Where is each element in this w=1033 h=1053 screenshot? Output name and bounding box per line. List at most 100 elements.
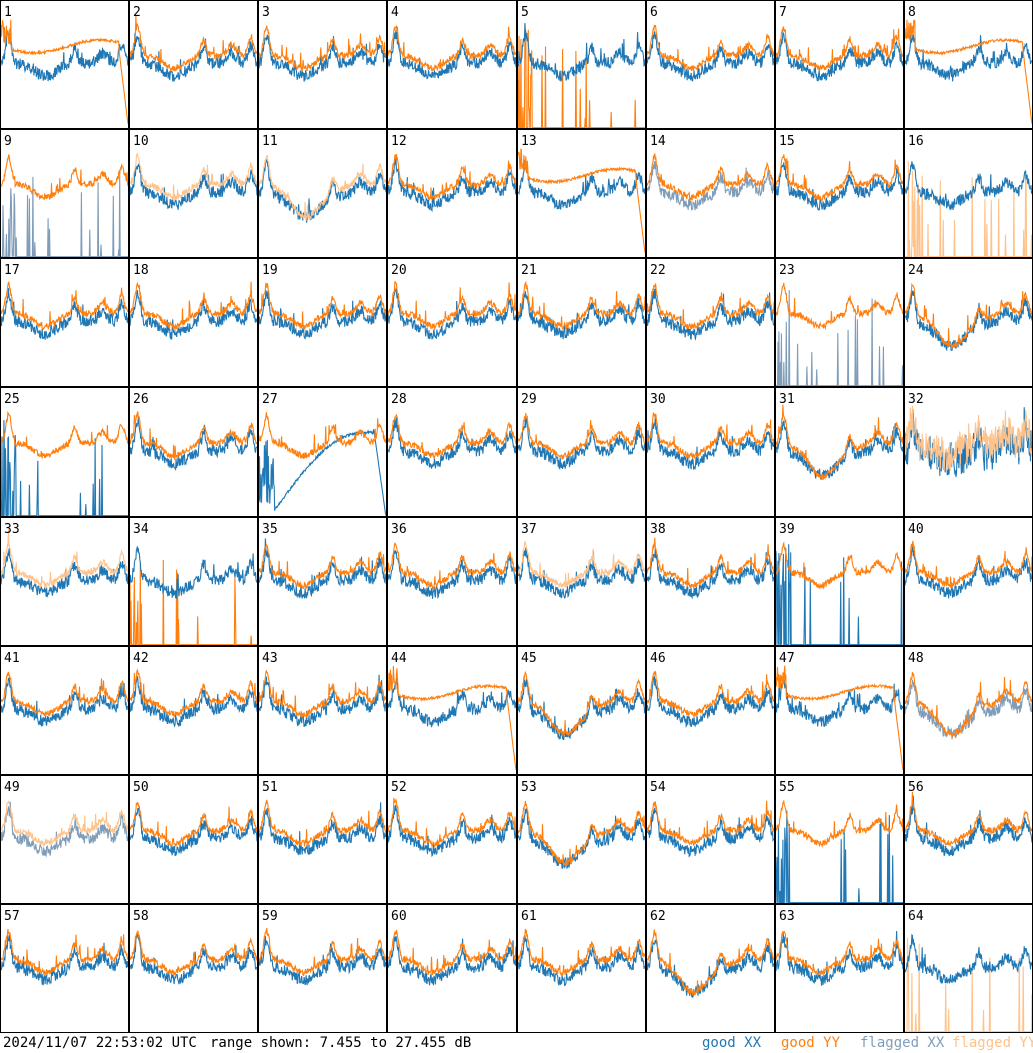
tile-7-xx-trace (775, 30, 904, 82)
tile-41-yy-trace (0, 671, 129, 717)
tile-number: 22 (650, 263, 666, 278)
tile-38-xx-trace (646, 548, 775, 600)
tile-number: 47 (779, 651, 795, 666)
tile-number: 31 (779, 392, 795, 407)
tile-border (258, 904, 387, 1033)
tile-31-yy-trace (775, 404, 904, 480)
tile-37: 37 (517, 517, 646, 646)
tile-63: 63 (775, 904, 904, 1033)
footer: 2024/11/07 22:53:02 UTC range shown: 7.4… (0, 1033, 1033, 1053)
tile-55-xx-trace (775, 810, 903, 904)
tile-63-yy-trace (775, 930, 904, 977)
tile-number: 8 (908, 5, 916, 20)
tile-border (517, 646, 646, 775)
tile-12: 12 (387, 129, 517, 258)
tile-28-yy-trace (387, 414, 517, 460)
tile-23: 23 (775, 258, 904, 387)
tile-43: 43 (258, 646, 387, 775)
tile-border (387, 775, 517, 904)
tile-29-xx-trace (517, 417, 646, 470)
tile-border (517, 0, 646, 129)
tile-40: 40 (904, 517, 1033, 646)
tile-number: 50 (133, 780, 149, 795)
tile-52: 52 (387, 775, 517, 904)
tile-63-xx-trace (775, 930, 904, 986)
tile-border (517, 387, 646, 517)
legend-flagged-xx: flagged XX (860, 1035, 945, 1051)
tile-border (517, 904, 646, 1033)
tile-number: 51 (262, 780, 278, 795)
tile-border (775, 258, 904, 387)
tile-64-xx-trace (904, 933, 1033, 985)
tile-36: 36 (387, 517, 517, 646)
tile-border (0, 517, 129, 646)
tile-number: 49 (4, 780, 20, 795)
tile-19-yy-trace (258, 282, 387, 330)
tile-5: 5 (517, 0, 646, 129)
tile-4-xx-trace (387, 30, 517, 80)
tile-number: 16 (908, 134, 924, 149)
tile-46-yy-trace (646, 671, 775, 718)
tile-47: 47 (775, 646, 904, 775)
tile-border (0, 387, 129, 517)
tile-50: 50 (129, 775, 258, 904)
tile-49: 49 (0, 775, 129, 904)
tile-number: 36 (391, 522, 407, 537)
tile-number: 25 (4, 392, 20, 407)
tile-60: 60 (387, 904, 517, 1033)
tile-18-yy-trace (129, 281, 258, 332)
tile-37-xx-trace (517, 547, 646, 599)
tile-border (775, 646, 904, 775)
tile-border (129, 0, 258, 129)
tile-51-yy-trace (258, 799, 387, 847)
tile-27-yy-trace (258, 412, 387, 460)
tile-29: 29 (517, 387, 646, 517)
tile-19: 19 (258, 258, 387, 387)
tile-38: 38 (646, 517, 775, 646)
tile-number: 43 (262, 651, 278, 666)
tile-13-yy-trace (517, 148, 646, 253)
tile-border (646, 646, 775, 775)
tile-57: 57 (0, 904, 129, 1033)
tile-32-yy-trace (904, 405, 1033, 473)
tile-2: 2 (129, 0, 258, 129)
tile-border (129, 646, 258, 775)
tile-number: 62 (650, 909, 666, 924)
tile-26-xx-trace (129, 417, 257, 472)
tile-61-yy-trace (517, 928, 646, 977)
tile-45: 45 (517, 646, 646, 775)
tile-border (387, 387, 517, 517)
tile-45-yy-trace (517, 670, 646, 737)
tile-10-yy-trace (129, 152, 258, 200)
tile-44-xx-trace (387, 678, 517, 728)
tile-4: 4 (387, 0, 517, 129)
tile-55-yy-trace (775, 800, 904, 848)
tile-border (258, 775, 387, 904)
tile-48-xx-trace (904, 679, 1033, 740)
tile-21-yy-trace (517, 280, 646, 331)
tile-5-yy-trace (517, 29, 645, 129)
tile-14-yy-trace (646, 152, 775, 202)
tile-16-yy-trace (905, 161, 1033, 258)
tile-18-xx-trace (129, 290, 258, 341)
tile-24-yy-trace (904, 282, 1033, 350)
tile-25-xx-trace (0, 420, 128, 517)
tile-number: 24 (908, 263, 924, 278)
tile-24: 24 (904, 258, 1033, 387)
tile-47-yy-trace (775, 665, 904, 770)
tile-border (517, 258, 646, 387)
tile-61: 61 (517, 904, 646, 1033)
tile-41: 41 (0, 646, 129, 775)
tile-number: 11 (262, 134, 278, 149)
tile-34-xx-trace (129, 546, 258, 599)
tile-16-xx-trace (904, 161, 1033, 211)
tile-number: 27 (262, 392, 278, 407)
tile-52-yy-trace (387, 797, 517, 848)
tile-number: 44 (391, 651, 407, 666)
tile-border (775, 517, 904, 646)
tile-54: 54 (646, 775, 775, 904)
tile-border (646, 0, 775, 129)
tile-border (775, 904, 904, 1033)
tile-number: 33 (4, 522, 20, 537)
tile-18: 18 (129, 258, 258, 387)
